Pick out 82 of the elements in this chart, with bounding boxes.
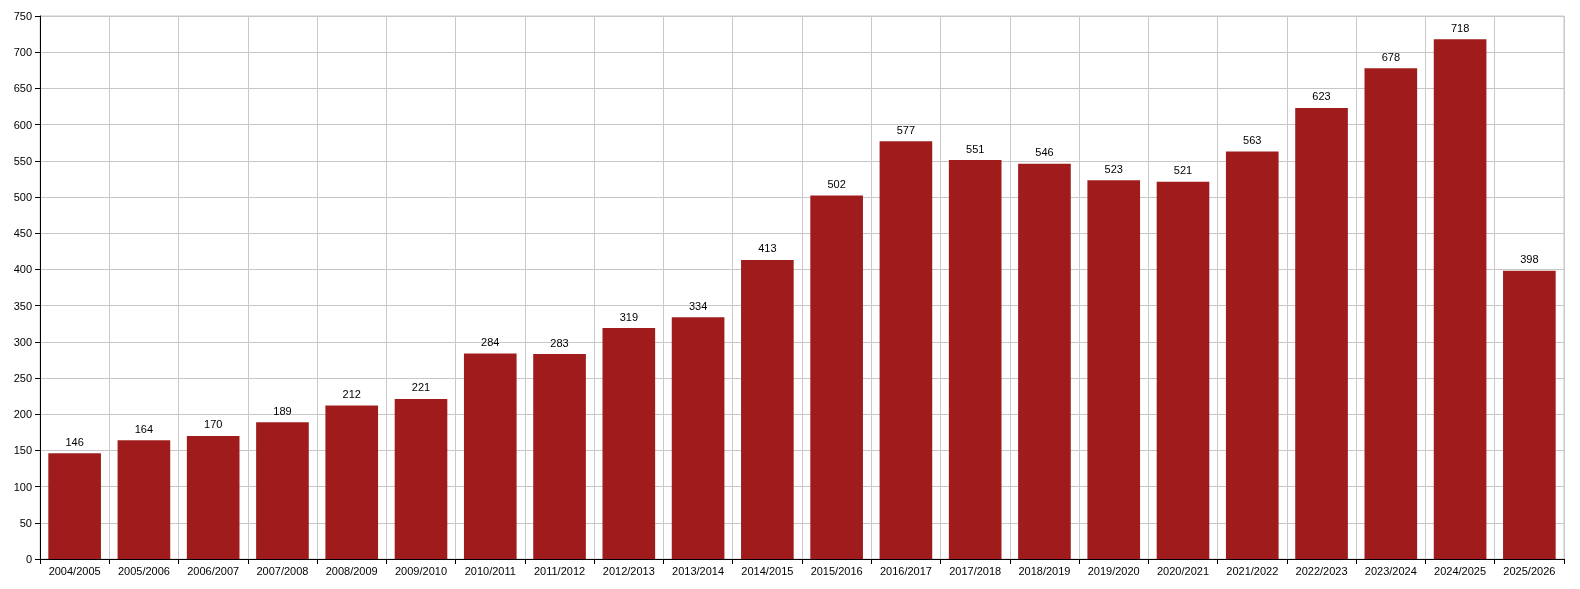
x-tick-label: 2007/2008 xyxy=(256,564,309,577)
bar xyxy=(1503,270,1556,559)
y-tick-label: 250 xyxy=(13,372,32,384)
bar xyxy=(463,353,517,559)
x-tick-label: 2010/2011 xyxy=(464,564,516,577)
x-tick-label: 2008/2009 xyxy=(325,564,378,577)
data-label: 319 xyxy=(619,310,638,323)
x-tick-label: 2015/2016 xyxy=(810,564,863,577)
data-label: 170 xyxy=(204,418,223,431)
data-label: 146 xyxy=(65,435,84,448)
bar xyxy=(1225,151,1279,559)
y-tick-label: 450 xyxy=(13,227,32,240)
data-label: 523 xyxy=(1104,162,1123,175)
y-tick-label: 650 xyxy=(13,82,32,95)
y-tick-label: 150 xyxy=(13,444,32,457)
bar xyxy=(325,405,379,559)
data-label: 334 xyxy=(688,299,708,312)
x-tick-label: 2021/2022 xyxy=(1226,564,1279,577)
bar xyxy=(879,141,933,559)
x-tick-label: 2022/2023 xyxy=(1295,564,1348,577)
y-tick-label: 300 xyxy=(13,335,32,348)
x-tick-label: 2023/2024 xyxy=(1364,564,1417,577)
x-tick-label: 2019/2020 xyxy=(1087,564,1140,577)
x-tick-label: 2004/2005 xyxy=(48,564,101,577)
y-tick-label: 500 xyxy=(13,191,32,203)
data-label: 398 xyxy=(1520,253,1539,266)
bar xyxy=(1156,181,1210,559)
y-tick-label: 350 xyxy=(13,299,32,312)
data-label: 502 xyxy=(827,178,846,191)
x-tick-label: 2014/2015 xyxy=(741,564,794,577)
data-label: 521 xyxy=(1173,164,1193,177)
y-tick-label: 200 xyxy=(13,408,32,421)
y-tick-label: 0 xyxy=(25,553,32,565)
y-tick-label: 100 xyxy=(13,480,32,493)
x-tick-label: 2011/2012 xyxy=(533,564,586,577)
bar xyxy=(1364,68,1418,559)
data-label: 283 xyxy=(550,336,569,349)
x-tick-label: 2017/2018 xyxy=(949,564,1002,577)
y-tick-label: 600 xyxy=(13,118,32,131)
x-tick-label: 2018/2019 xyxy=(1018,564,1071,577)
bar xyxy=(394,399,448,559)
bar xyxy=(948,160,1002,559)
x-tick-label: 2025/2026 xyxy=(1503,564,1556,577)
bar xyxy=(48,453,101,559)
data-label: 189 xyxy=(273,404,292,417)
x-tick-label: 2013/2014 xyxy=(672,564,725,577)
bar xyxy=(1087,180,1141,559)
data-label: 577 xyxy=(896,123,916,136)
bar xyxy=(117,440,171,559)
y-tick-label: 550 xyxy=(13,154,32,167)
data-label: 563 xyxy=(1243,133,1262,146)
data-label: 284 xyxy=(481,335,500,348)
x-tick-label: 2005/2006 xyxy=(117,564,170,577)
bar xyxy=(256,422,309,559)
x-tick-label: 2020/2021 xyxy=(1157,564,1209,577)
data-label: 623 xyxy=(1312,90,1331,103)
bar xyxy=(1433,39,1487,559)
data-label: 678 xyxy=(1381,50,1400,63)
x-tick-label: 2006/2007 xyxy=(187,564,240,577)
data-label: 546 xyxy=(1035,146,1054,159)
y-tick-label: 50 xyxy=(19,516,32,529)
y-tick-label: 750 xyxy=(13,10,32,22)
data-label: 221 xyxy=(411,381,431,394)
data-label: 212 xyxy=(342,388,361,401)
bar xyxy=(533,354,586,559)
bar xyxy=(810,195,863,559)
x-tick-label: 2012/2013 xyxy=(602,564,655,577)
x-tick-label: 2016/2017 xyxy=(879,564,932,577)
y-tick-label: 700 xyxy=(13,46,32,59)
bar xyxy=(602,328,656,559)
x-tick-label: 2024/2025 xyxy=(1434,564,1487,577)
bar xyxy=(186,435,240,559)
data-label: 718 xyxy=(1450,21,1470,34)
y-tick-label: 400 xyxy=(13,263,32,276)
data-label: 413 xyxy=(758,242,777,255)
x-tick-label: 2009/2010 xyxy=(395,564,447,577)
bar xyxy=(671,317,725,559)
data-label: 164 xyxy=(134,422,154,435)
data-label: 551 xyxy=(966,142,985,155)
bar xyxy=(1295,107,1348,559)
bar xyxy=(1018,163,1071,559)
bar xyxy=(741,259,794,559)
